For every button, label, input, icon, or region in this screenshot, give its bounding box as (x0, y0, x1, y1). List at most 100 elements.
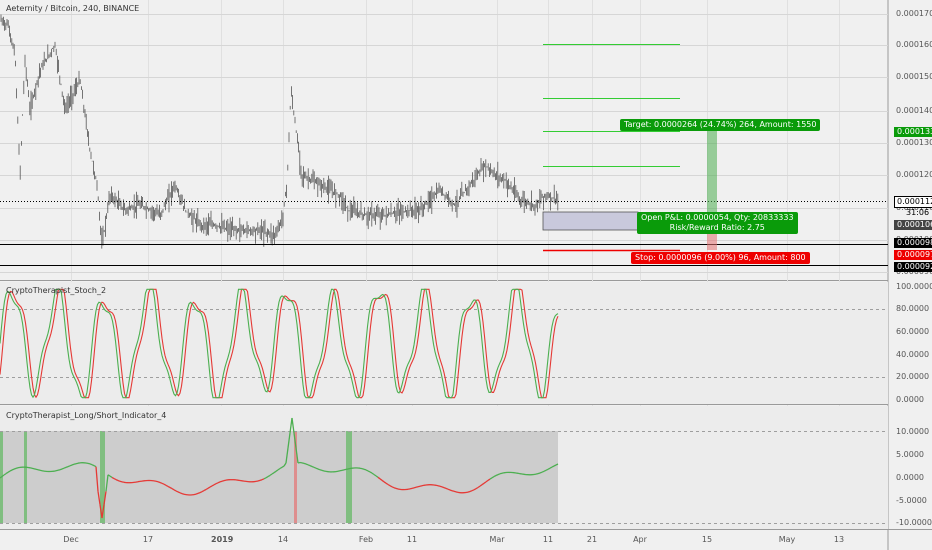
ls-segment (5, 471, 9, 475)
ls-segment (105, 474, 109, 492)
ls-segment (35, 468, 39, 471)
stoch-tick-label: 100.0000 (896, 282, 932, 291)
ls-segment (99, 504, 103, 519)
ls-segment (389, 485, 393, 488)
ls-segment (485, 479, 489, 483)
ls-segment (261, 478, 265, 481)
ls-segment (57, 469, 61, 471)
ls-segment (539, 471, 543, 474)
ls-segment (495, 474, 499, 477)
ls-segment (347, 467, 351, 470)
ls-signal-bar (346, 431, 352, 523)
stoch-title: CryptoTherapist_Stoch_2 (6, 286, 107, 295)
price-pane[interactable] (0, 0, 888, 280)
ls-segment (267, 474, 271, 478)
ls-segment (195, 492, 199, 495)
ls-segment (309, 465, 313, 468)
ls-segment (93, 465, 97, 468)
time-tick-label: Apr (633, 535, 647, 544)
stoch-pane[interactable] (0, 282, 888, 404)
ls-segment (197, 491, 201, 495)
ls-segment (469, 490, 473, 493)
ls-segment (13, 467, 17, 470)
ls-segment (283, 462, 287, 467)
stop-projection-bar (707, 231, 717, 250)
ls-segment (95, 466, 99, 492)
ls-tick-label: 0.0000 (896, 473, 924, 482)
ls-title: CryptoTherapist_Long/Short_Indicator_4 (6, 411, 167, 420)
ls-signal-bar (294, 431, 297, 523)
ls-segment (205, 487, 209, 491)
time-tick-label: 21 (586, 535, 598, 544)
ls-segment (161, 482, 165, 485)
ls-segment (547, 467, 551, 470)
ls-segment (221, 479, 225, 482)
ls-segment (451, 490, 455, 492)
ls-segment (543, 469, 547, 472)
ls-signal-bar (24, 431, 27, 523)
ls-segment (365, 469, 369, 472)
ls-segment (215, 482, 219, 485)
time-tick-label: Dec (63, 535, 79, 544)
ls-segment (287, 432, 291, 449)
ls-segment (295, 447, 299, 464)
ls-segment (113, 478, 117, 481)
ls-segment (311, 465, 315, 468)
ls-segment (11, 468, 15, 471)
open-pnl-box[interactable]: Open P&L: 0.0000054, Qty: 20833333 Risk/… (637, 212, 798, 234)
time-tick-label: Feb (358, 535, 374, 544)
ls-segment (169, 486, 173, 490)
ls-segment (411, 487, 415, 490)
ls-segment (549, 466, 553, 469)
ls-segment (119, 480, 123, 483)
symbol-title: Aeternity / Bitcoin, 240, BINANCE (6, 4, 140, 13)
ls-segment (159, 481, 163, 484)
ls-segment (71, 463, 75, 466)
ls-segment (415, 486, 419, 488)
pnl-label: Open P&L: 0.0000054, Qty: 20833333 (641, 213, 794, 222)
ls-segment (55, 469, 59, 472)
ls-segment (263, 477, 267, 480)
ls-segment (103, 491, 107, 505)
ls-segment (395, 487, 399, 490)
price-axis[interactable] (888, 0, 932, 550)
ls-segment (553, 464, 557, 467)
ls-segment (37, 469, 41, 471)
ls-segment (363, 468, 367, 471)
target-label[interactable]: Target: 0.0000264 (24.74%) 264, Amount: … (620, 119, 821, 131)
ls-segment (467, 490, 471, 493)
ls-segment (97, 491, 101, 505)
ls-segment (9, 469, 13, 472)
ls-segment (65, 465, 69, 469)
ls-tick-label: -5.0000 (896, 496, 927, 505)
ls-segment (173, 489, 177, 492)
ls-segment (449, 489, 453, 492)
ls-segment (177, 491, 181, 494)
ls-segment (551, 465, 555, 468)
ls-indicator-segments (0, 417, 559, 519)
ls-segment (341, 469, 345, 472)
ls-segment (419, 485, 423, 487)
ls-segment (369, 471, 373, 474)
ls-segment (473, 488, 477, 491)
ls-segment (271, 472, 275, 475)
ls-segment (165, 484, 169, 487)
ls-segment (157, 481, 161, 484)
ls-segment (361, 467, 365, 470)
trade-levels[interactable] (0, 44, 888, 266)
ls-segment (447, 488, 451, 491)
ls-segment (455, 491, 459, 494)
ls-segment (479, 484, 483, 487)
ls-tick-label: 5.0000 (896, 450, 924, 459)
stoch-tick-label: 20.0000 (896, 372, 930, 381)
ls-segment (257, 479, 261, 482)
ls-segment (59, 468, 63, 471)
ls-segment (3, 473, 7, 476)
stoch-slow-line (0, 288, 559, 399)
ls-segment (383, 481, 387, 484)
stop-label[interactable]: Stop: 0.0000096 (9.00%) 96, Amount: 800 (631, 252, 810, 264)
ls-segment (101, 504, 105, 519)
target-projection-bar (707, 131, 717, 231)
